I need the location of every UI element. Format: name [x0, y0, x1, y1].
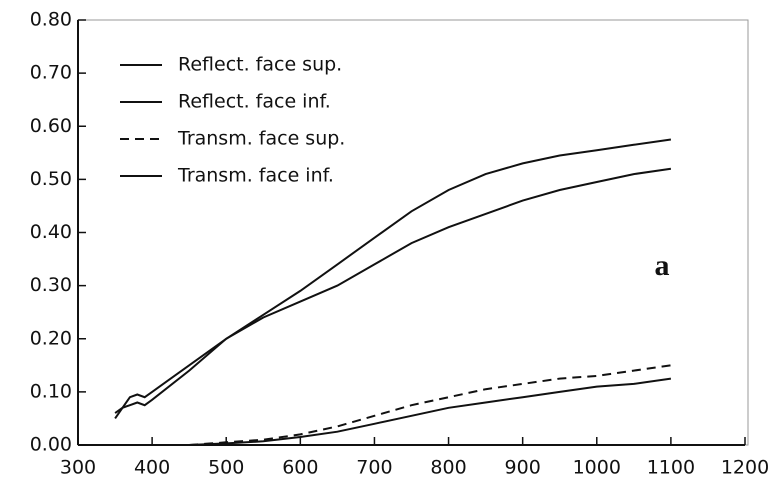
x-tick-label: 1100 — [647, 457, 695, 479]
x-tick-label: 1200 — [721, 457, 769, 479]
x-tick-label: 900 — [505, 457, 541, 479]
x-tick-label: 400 — [134, 457, 170, 479]
x-tick-label: 1000 — [573, 457, 621, 479]
legend-label: Transm. face sup. — [177, 128, 345, 150]
y-tick-label: 0.40 — [30, 221, 72, 243]
y-tick-label: 0.20 — [30, 327, 72, 349]
y-tick-label: 0.30 — [30, 274, 72, 296]
y-tick-label: 0.50 — [30, 168, 72, 190]
annotation: a — [655, 249, 670, 282]
series-line — [189, 364, 672, 446]
legend-label: Reflect. face sup. — [178, 54, 342, 76]
legend-label: Reflect. face inf. — [178, 91, 331, 113]
series-line — [114, 167, 672, 414]
legend-label: Transm. face inf. — [177, 165, 334, 187]
x-tick-label: 700 — [356, 457, 392, 479]
series-line — [189, 377, 672, 446]
x-tick-label: 500 — [208, 457, 244, 479]
x-tick-label: 600 — [282, 457, 318, 479]
y-tick-label: 0.70 — [30, 62, 72, 84]
x-tick-label: 300 — [60, 457, 96, 479]
x-tick-label: 800 — [430, 457, 466, 479]
y-tick-label: 0.10 — [30, 380, 72, 402]
series-line — [114, 138, 672, 419]
y-tick-label: 0.80 — [30, 9, 72, 31]
y-tick-label: 0.60 — [30, 115, 72, 137]
y-tick-label: 0.00 — [30, 434, 72, 456]
